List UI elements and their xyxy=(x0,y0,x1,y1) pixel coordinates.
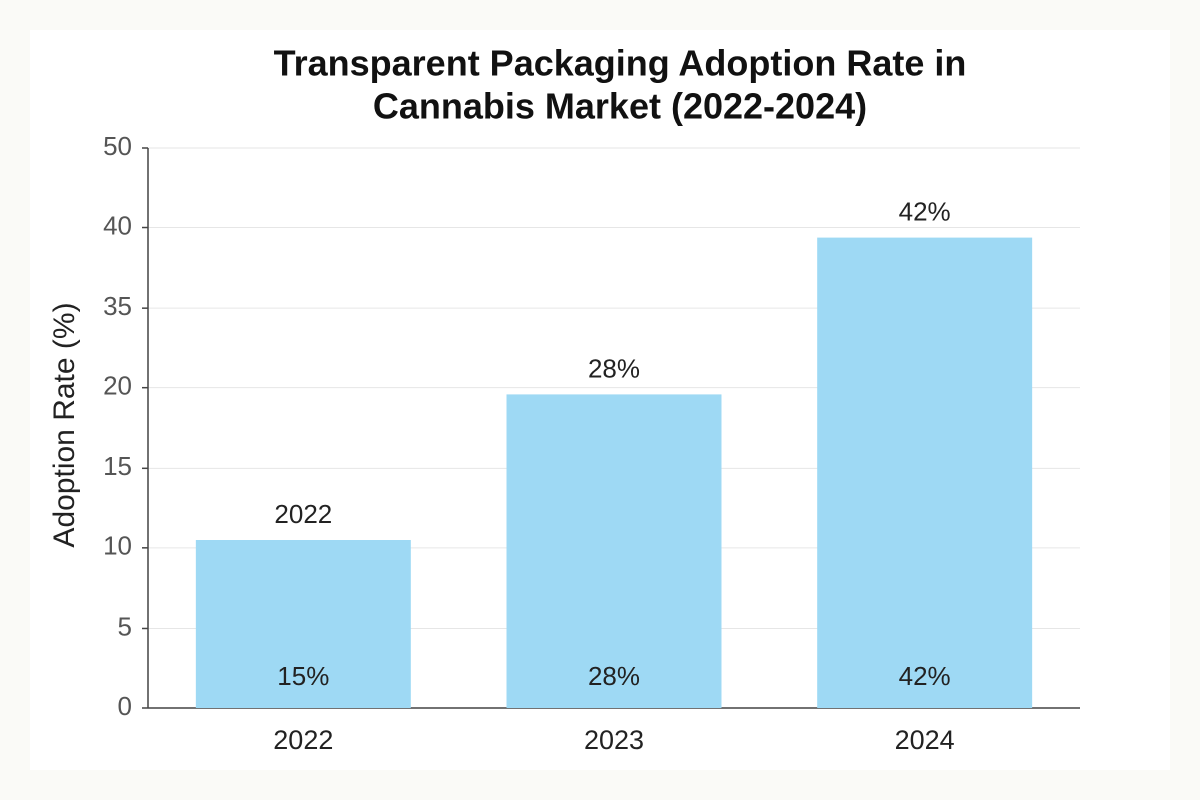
value-label: 28% xyxy=(588,661,640,691)
y-tick-label: 40 xyxy=(103,210,132,240)
chart-title: Transparent Packaging Adoption Rate in xyxy=(274,43,967,84)
y-tick-label: 35 xyxy=(103,291,132,321)
y-tick-label: 15 xyxy=(103,451,132,481)
top-label: 42% xyxy=(899,196,951,226)
value-label: 15% xyxy=(277,661,329,691)
x-tick-label: 2023 xyxy=(584,725,644,755)
y-tick-label: 20 xyxy=(103,371,132,401)
bar xyxy=(817,237,1033,708)
y-tick-label: 10 xyxy=(103,531,132,561)
bar xyxy=(195,540,411,708)
bar xyxy=(506,394,722,708)
value-label: 42% xyxy=(899,661,951,691)
x-tick-label: 2022 xyxy=(273,725,333,755)
y-tick-label: 5 xyxy=(118,611,132,641)
x-tick-label: 2024 xyxy=(895,725,955,755)
y-axis-label: Adoption Rate (%) xyxy=(48,302,81,547)
top-label: 2022 xyxy=(274,499,332,529)
top-label: 28% xyxy=(588,353,640,383)
chart-title: Cannabis Market (2022-2024) xyxy=(373,86,867,127)
y-tick-label: 0 xyxy=(118,691,132,721)
y-tick-label: 50 xyxy=(103,131,132,161)
